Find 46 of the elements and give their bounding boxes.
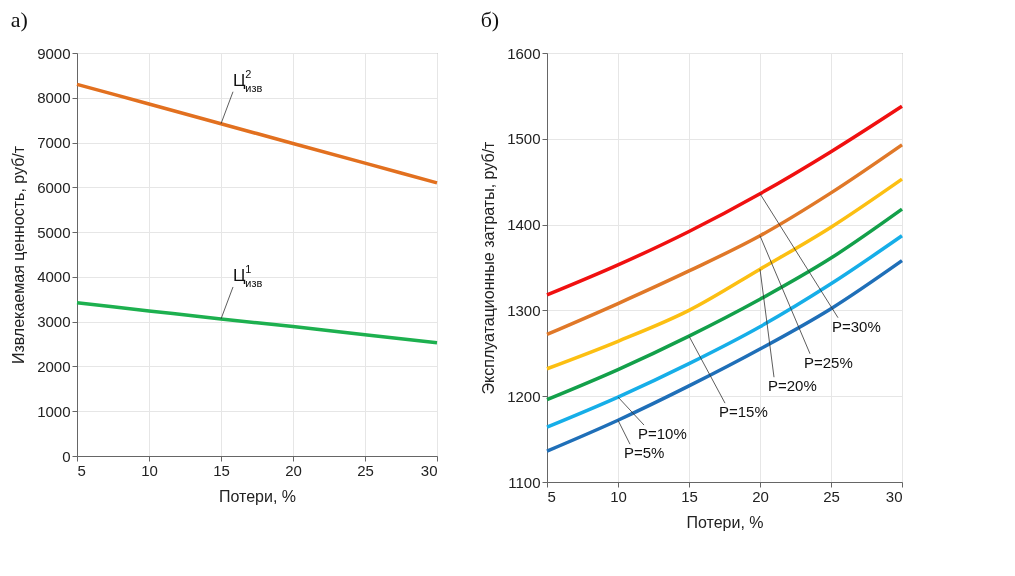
y-tick-label: 9000 [37, 44, 71, 62]
y-tick-label: 7000 [37, 134, 71, 152]
y-tick-label: 8000 [37, 89, 71, 107]
chart-title: а) [10, 7, 28, 32]
line-series [75, 301, 439, 345]
text: P=25% [804, 353, 853, 371]
x-tick-label: 5 [77, 461, 86, 479]
y-tick-label: 4000 [37, 268, 71, 286]
x-tick-label: 15 [681, 487, 698, 505]
x-tick-label: 10 [610, 487, 627, 505]
text: P=10% [638, 425, 687, 443]
x-tick-label: 20 [752, 487, 769, 505]
text: P=15% [719, 403, 768, 421]
x-tick-label: 30 [420, 461, 438, 479]
y-tick-label: 1400 [507, 216, 541, 234]
y-tick-label: 1000 [37, 402, 71, 420]
x-tick-label: 15 [213, 461, 230, 479]
y-tick-label: 1100 [508, 473, 541, 491]
x-tick-label: 20 [285, 461, 302, 479]
chart-title: б) [480, 7, 500, 32]
x-tick-label: 10 [141, 461, 158, 479]
x-tick-label: 25 [823, 487, 840, 505]
y-tick-label: 6000 [37, 178, 71, 196]
y-axis-title: Эксплуатационные затраты, руб/т [480, 140, 498, 395]
y-tick-label: 3000 [37, 313, 71, 331]
y-tick-label: 1200 [507, 387, 541, 405]
y-tick-label: 2000 [37, 357, 71, 375]
y-tick-label: 1500 [507, 130, 541, 148]
y-tick-label: 1600 [507, 44, 541, 62]
line-series [545, 143, 904, 337]
y-axis-title: Извлекаемая ценность, руб/т [10, 145, 28, 365]
line-series [545, 104, 904, 297]
y-tick-label: 0 [62, 447, 71, 465]
x-tick-label: 5 [547, 487, 556, 505]
y-tick-label: 1300 [507, 301, 541, 319]
x-tick-label: 25 [357, 461, 374, 479]
text: P=20% [768, 377, 817, 395]
line-series [545, 234, 904, 429]
x-axis-title: Потери, % [218, 487, 297, 505]
text: P=30% [832, 317, 881, 335]
y-tick-label: 5000 [37, 223, 71, 241]
x-axis-title: Потери, % [686, 513, 764, 531]
series-label: P=5% [624, 444, 665, 462]
x-tick-label: 30 [885, 487, 903, 505]
line-series [545, 177, 904, 371]
line-series [545, 207, 904, 402]
